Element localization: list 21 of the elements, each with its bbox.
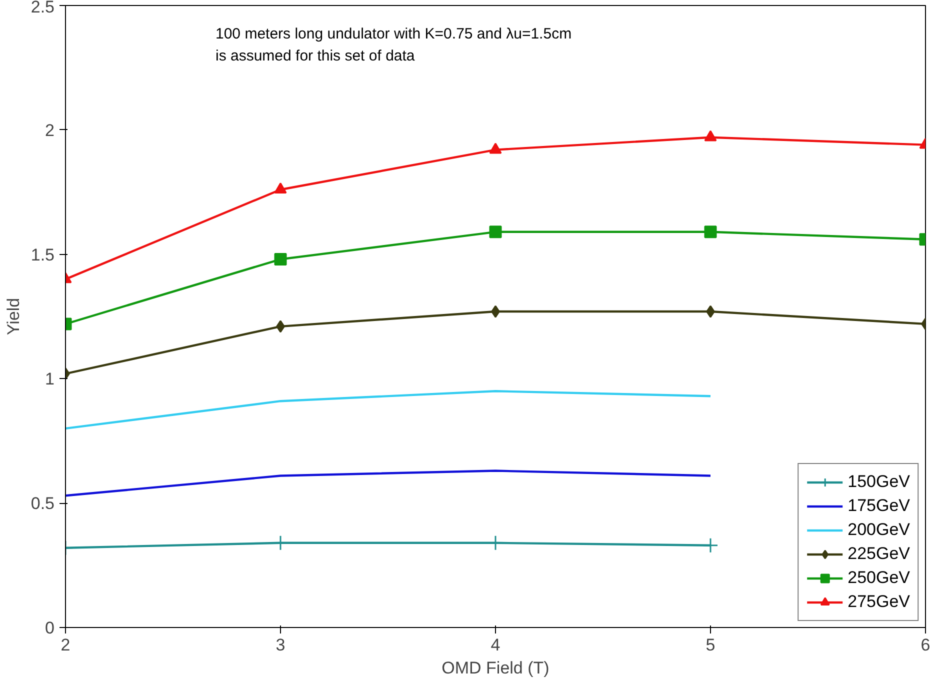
y-tick-label: 2.5	[30, 0, 55, 16]
legend-label: 225GeV	[848, 544, 910, 564]
annotation: is assumed for this set of data	[216, 48, 416, 64]
y-tick-label: 1	[45, 370, 55, 389]
x-axis-title: OMD Field (T)	[442, 658, 550, 678]
y-axis-title: Yield	[4, 298, 23, 336]
legend-label: 250GeV	[848, 568, 910, 588]
legend-label: 175GeV	[848, 496, 910, 516]
legend-label: 150GeV	[848, 472, 910, 492]
y-tick-label: 0	[45, 618, 55, 638]
x-tick-label: 6	[920, 636, 930, 654]
y-tick-label: 2	[45, 120, 55, 140]
y-tick-label: 0.5	[30, 494, 55, 514]
x-tick-label: 5	[706, 636, 716, 654]
x-tick-label: 3	[276, 636, 286, 654]
annotation: 100 meters long undulator with K=0.75 and λu=1.5cm	[216, 26, 572, 42]
x-tick-label: 4	[490, 636, 500, 654]
legend-label: 275GeV	[848, 592, 910, 612]
y-tick-label: 1.5	[30, 245, 55, 264]
x-tick-label: 2	[60, 636, 70, 654]
legend-label: 200GeV	[848, 520, 910, 540]
